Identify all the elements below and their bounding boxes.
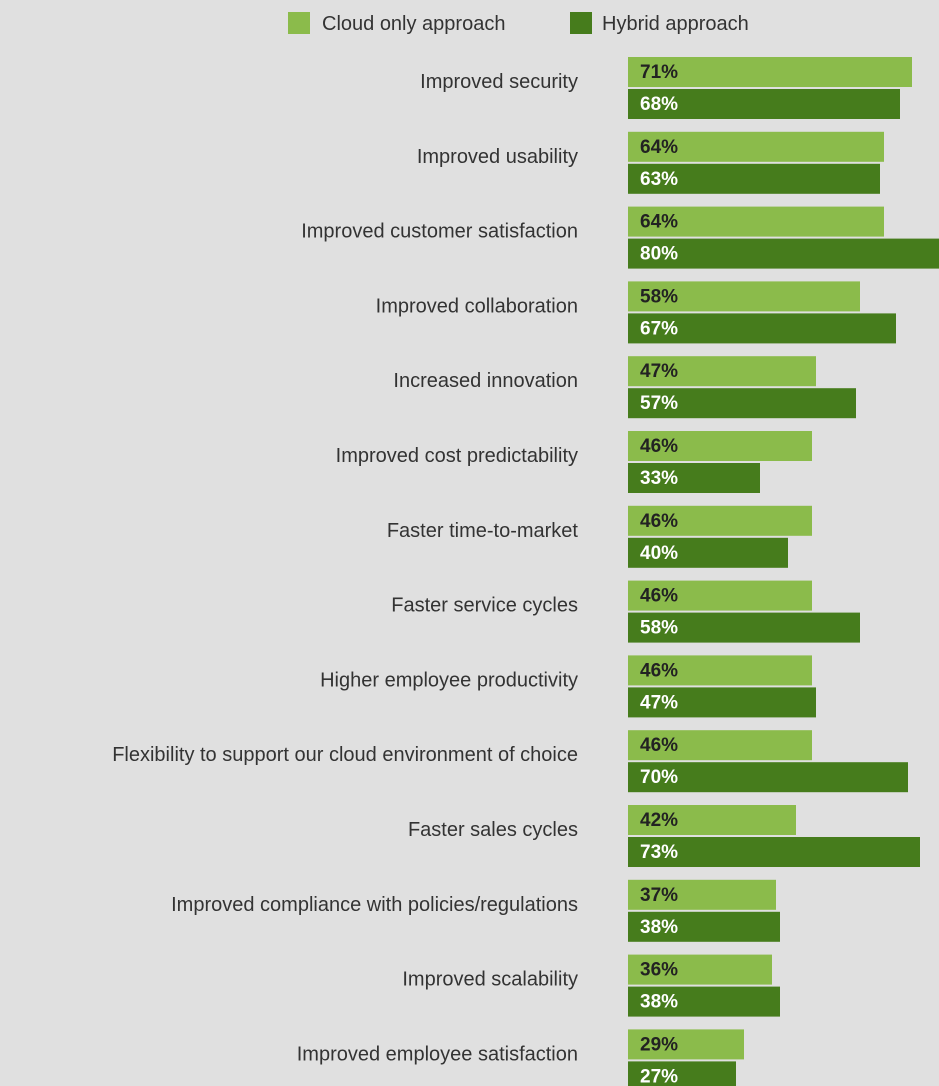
category-label-faster-sales-cycles: Faster sales cycles bbox=[408, 819, 578, 841]
value-label-hybrid-higher-employee-productivity: 47% bbox=[640, 692, 678, 713]
value-label-cloud-only-higher-employee-productivity: 46% bbox=[640, 660, 678, 681]
category-label-improved-usability: Improved usability bbox=[417, 146, 578, 168]
value-label-hybrid-improved-security: 68% bbox=[640, 94, 678, 115]
category-label-faster-service-cycles: Faster service cycles bbox=[391, 595, 578, 617]
plot-area: Improved security 71% 68% Improved usabilit… bbox=[112, 57, 939, 1086]
value-label-cloud-only-improved-collaboration: 58% bbox=[640, 286, 678, 307]
category-label-improved-scalability: Improved scalability bbox=[402, 969, 578, 991]
category-label-higher-employee-productivity: Higher employee productivity bbox=[320, 669, 578, 691]
legend-label-cloud-only: Cloud only approach bbox=[322, 13, 505, 35]
value-label-cloud-only-faster-sales-cycles: 42% bbox=[640, 810, 678, 831]
value-label-hybrid-improved-usability: 63% bbox=[640, 169, 678, 190]
value-label-cloud-only-improved-cost-predictability: 46% bbox=[640, 436, 678, 457]
value-label-cloud-only-improved-usability: 64% bbox=[640, 137, 678, 158]
value-label-cloud-only-improved-employee-satisfaction: 29% bbox=[640, 1034, 678, 1055]
value-label-cloud-only-improved-security: 71% bbox=[640, 62, 678, 83]
category-label-improved-customer-satisfaction: Improved customer satisfaction bbox=[301, 221, 578, 243]
value-label-hybrid-faster-service-cycles: 58% bbox=[640, 618, 678, 639]
category-label-improved-collaboration: Improved collaboration bbox=[376, 295, 578, 317]
value-label-hybrid-improved-customer-satisfaction: 80% bbox=[640, 244, 678, 265]
value-label-cloud-only-improved-scalability: 36% bbox=[640, 960, 678, 981]
category-label-flexibility-to-support-our-cloud-environment-of-choice: Flexibility to support our cloud environ… bbox=[112, 744, 578, 766]
category-label-improved-compliance-with-policies-regulations: Improved compliance with policies/regula… bbox=[171, 894, 578, 916]
value-label-hybrid-improved-cost-predictability: 33% bbox=[640, 468, 678, 489]
legend: Cloud only approach Hybrid approach bbox=[288, 12, 749, 35]
value-label-hybrid-flexibility-to-support-our-cloud-environment-of-choice: 70% bbox=[640, 767, 678, 788]
value-label-cloud-only-flexibility-to-support-our-cloud-environment-of-choice: 46% bbox=[640, 735, 678, 756]
category-label-faster-time-to-market: Faster time-to-market bbox=[387, 520, 579, 542]
value-label-cloud-only-improved-compliance-with-policies-regulations: 37% bbox=[640, 885, 678, 906]
category-label-improved-security: Improved security bbox=[420, 71, 578, 93]
value-label-hybrid-improved-scalability: 38% bbox=[640, 992, 678, 1013]
category-label-increased-innovation: Increased innovation bbox=[393, 370, 578, 392]
category-label-improved-employee-satisfaction: Improved employee satisfaction bbox=[297, 1043, 578, 1065]
value-label-cloud-only-faster-time-to-market: 46% bbox=[640, 511, 678, 532]
value-label-hybrid-increased-innovation: 57% bbox=[640, 393, 678, 414]
value-label-cloud-only-increased-innovation: 47% bbox=[640, 361, 678, 382]
value-label-hybrid-improved-employee-satisfaction: 27% bbox=[640, 1066, 678, 1086]
value-label-hybrid-faster-sales-cycles: 73% bbox=[640, 842, 678, 863]
category-label-improved-cost-predictability: Improved cost predictability bbox=[336, 445, 578, 467]
legend-swatch-cloud-only bbox=[288, 12, 310, 34]
value-label-cloud-only-improved-customer-satisfaction: 64% bbox=[640, 212, 678, 233]
value-label-hybrid-improved-compliance-with-policies-regulations: 38% bbox=[640, 917, 678, 938]
value-label-hybrid-faster-time-to-market: 40% bbox=[640, 543, 678, 564]
value-label-cloud-only-faster-service-cycles: 46% bbox=[640, 586, 678, 607]
value-label-hybrid-improved-collaboration: 67% bbox=[640, 318, 678, 339]
legend-swatch-hybrid bbox=[570, 12, 592, 34]
legend-label-hybrid: Hybrid approach bbox=[602, 13, 749, 35]
